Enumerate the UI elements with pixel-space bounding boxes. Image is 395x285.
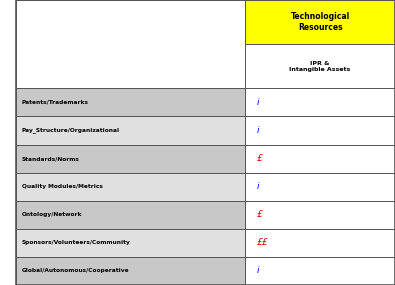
Text: i: i (257, 182, 260, 191)
Text: i: i (257, 98, 260, 107)
Bar (16, 144, 245, 173)
Bar (245, 0, 395, 44)
Bar (16, 229, 245, 257)
Text: Technological
Resources: Technological Resources (290, 12, 350, 32)
Text: IPR &
Intangible Assets: IPR & Intangible Assets (290, 61, 351, 72)
Text: ££: ££ (257, 238, 269, 247)
Text: i: i (257, 266, 260, 276)
Bar (16, 117, 245, 144)
Text: Sponsors/Volunteers/Community: Sponsors/Volunteers/Community (22, 240, 131, 245)
Bar (245, 144, 395, 173)
Bar (16, 173, 245, 201)
Bar (16, 257, 245, 285)
Bar (245, 117, 395, 144)
Text: Ontology/Network: Ontology/Network (22, 212, 82, 217)
Text: Standards/Norms: Standards/Norms (22, 156, 80, 161)
Bar (245, 229, 395, 257)
Text: Global/Autonomous/Cooperative: Global/Autonomous/Cooperative (22, 268, 129, 273)
Text: i: i (257, 126, 260, 135)
Bar (16, 0, 245, 88)
Text: Patents/Trademarks: Patents/Trademarks (22, 100, 89, 105)
Bar (245, 88, 395, 117)
Text: Quality Modules/Metrics: Quality Modules/Metrics (22, 184, 103, 189)
Bar (16, 201, 245, 229)
Text: Pay_Structure/Organizational: Pay_Structure/Organizational (22, 128, 120, 133)
Bar (245, 257, 395, 285)
Bar (245, 173, 395, 201)
Bar (245, 44, 395, 88)
Bar (16, 88, 245, 117)
Text: £: £ (257, 154, 263, 163)
Text: £: £ (257, 210, 263, 219)
Bar (245, 201, 395, 229)
